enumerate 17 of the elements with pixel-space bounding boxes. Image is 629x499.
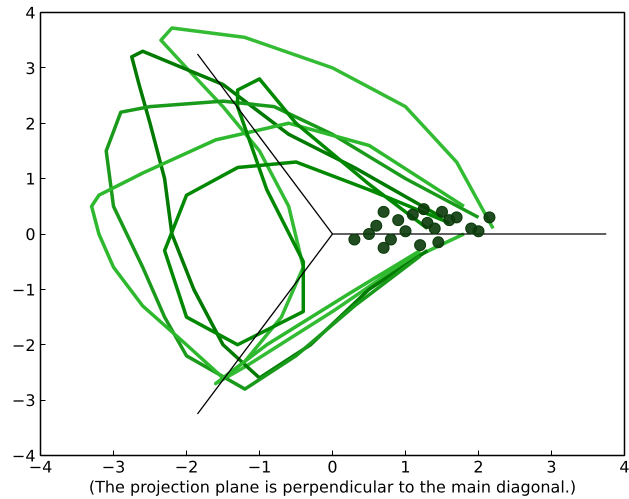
x-tick-label: −3 — [102, 458, 126, 476]
y-tick-label: −2 — [12, 336, 36, 355]
x-axis-title: (The projection plane is perpendicular to the main diagonal.) — [88, 478, 576, 496]
y-tick-label: 4 — [25, 4, 36, 22]
y-tick-label: 1 — [25, 170, 36, 189]
y-tick-label: 2 — [25, 114, 36, 134]
y-tick-label: 0 — [25, 225, 36, 244]
x-tick-label: 0 — [327, 458, 338, 476]
x-tick-label: 1 — [400, 458, 411, 476]
x-tick-label: −1 — [248, 458, 272, 476]
y-tick-label: 3 — [25, 58, 36, 78]
y-tick-label: −1 — [12, 280, 36, 300]
y-tick-label: −3 — [12, 391, 36, 410]
x-tick-label: −2 — [174, 458, 198, 476]
x-tick-label: 2 — [473, 458, 484, 476]
x-tick-label: 3 — [546, 458, 557, 476]
x-tick-label: 4 — [619, 458, 629, 476]
